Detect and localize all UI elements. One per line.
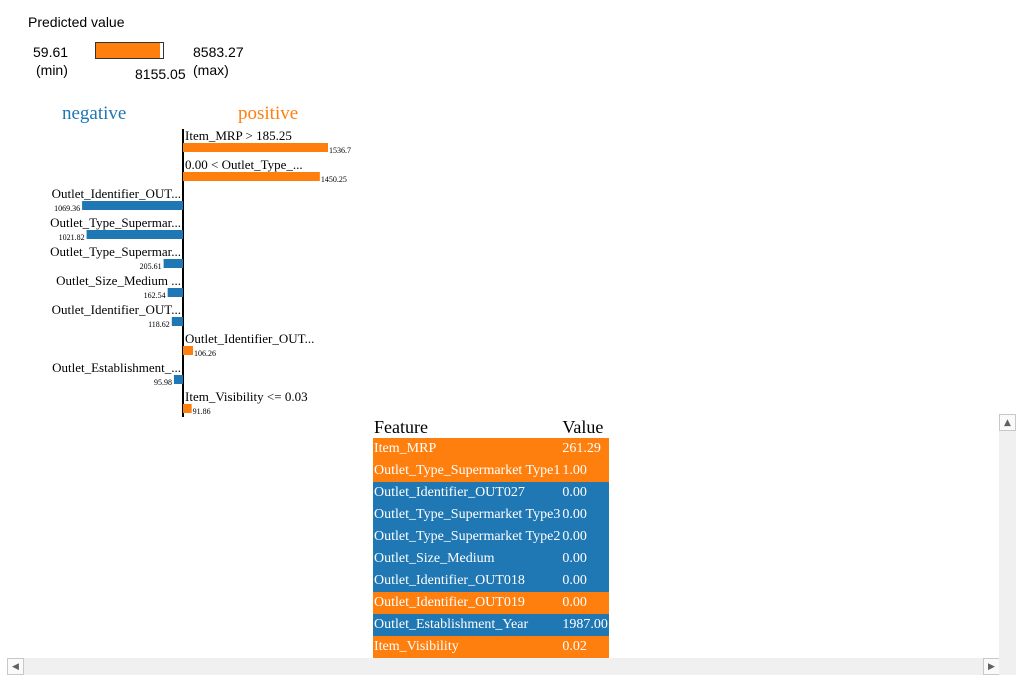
table-row: Outlet_Establishment_Year 1987.00 <box>373 614 609 636</box>
contribution-bar <box>82 201 183 210</box>
predicted-value-title: Predicted value <box>28 14 125 30</box>
predicted-value-bar <box>95 42 164 59</box>
value-cell: 0.00 <box>561 570 609 592</box>
feature-cell: Item_Visibility <box>373 636 562 658</box>
table-row: Outlet_Identifier_OUT027 0.00 <box>373 482 609 504</box>
feature-cell: Outlet_Type_Supermarket Type1 <box>373 460 562 482</box>
bar-value-label: 106.26 <box>194 349 216 358</box>
bar-value-label: 205.61 <box>140 262 162 271</box>
table-header-row: Feature Value <box>373 416 609 438</box>
positive-label: positive <box>238 103 299 124</box>
bar-feature-label: 0.00 < Outlet_Type_... <box>185 157 303 172</box>
value-cell: 261.29 <box>561 438 609 460</box>
vertical-scrollbar[interactable]: ▲ <box>999 414 1016 658</box>
feature-cell: Outlet_Identifier_OUT019 <box>373 592 562 614</box>
contribution-bar <box>167 288 183 297</box>
bar-feature-label: Item_Visibility <= 0.03 <box>185 389 308 404</box>
bar-feature-label: Outlet_Type_Supermar... <box>50 215 181 230</box>
bar-feature-label: Outlet_Establishment_... <box>52 360 181 375</box>
contribution-bar <box>183 172 320 181</box>
bar-value-label: 118.62 <box>148 320 170 329</box>
predicted-value: 8155.05 <box>135 66 186 82</box>
feature-cell: Outlet_Establishment_Year <box>373 614 562 636</box>
predicted-max-value: 8583.27 <box>193 44 244 60</box>
table-row: Outlet_Identifier_OUT018 0.00 <box>373 570 609 592</box>
bar-feature-label: Item_MRP > 185.25 <box>185 128 292 143</box>
contribution-bar <box>171 317 183 326</box>
contribution-bar <box>183 404 192 413</box>
feature-cell: Outlet_Identifier_OUT018 <box>373 570 562 592</box>
bar-feature-label: Outlet_Size_Medium ... <box>56 273 181 288</box>
predicted-max-label: (max) <box>193 62 229 78</box>
contribution-bar <box>163 259 183 268</box>
contribution-bar <box>183 346 194 355</box>
value-column-header: Value <box>561 416 609 438</box>
table-row: Outlet_Type_Supermarket Type1 1.00 <box>373 460 609 482</box>
bar-value-label: 162.54 <box>144 291 166 300</box>
value-cell: 1.00 <box>561 460 609 482</box>
value-cell: 0.00 <box>561 592 609 614</box>
arrow-up-icon[interactable]: ▲ <box>999 414 1016 431</box>
table-row: Item_Visibility 0.02 <box>373 636 609 658</box>
contribution-chart: Item_MRP > 185.25 1536.7 0.00 < Outlet_Typ… <box>50 128 351 417</box>
negative-label: negative <box>62 103 127 124</box>
predicted-min-value: 59.61 <box>33 44 69 60</box>
bar-feature-label: Outlet_Identifier_OUT... <box>52 302 181 317</box>
value-cell: 0.02 <box>561 636 609 658</box>
table-row: Outlet_Size_Medium 0.00 <box>373 548 609 570</box>
bar-value-label: 91.86 <box>193 407 211 416</box>
value-cell: 0.00 <box>561 504 609 526</box>
table-row: Outlet_Identifier_OUT019 0.00 <box>373 592 609 614</box>
value-cell: 0.00 <box>561 526 609 548</box>
contribution-bar <box>183 143 328 152</box>
feature-cell: Item_MRP <box>373 438 562 460</box>
scrollbar-corner <box>999 658 1016 675</box>
bar-feature-label: Outlet_Type_Supermar... <box>50 244 181 259</box>
feature-cell: Outlet_Size_Medium <box>373 548 562 570</box>
bar-feature-label: Outlet_Identifier_OUT... <box>185 331 314 346</box>
value-cell: 0.00 <box>561 482 609 504</box>
arrow-left-icon[interactable]: ◀ <box>7 658 24 675</box>
bar-value-label: 1450.25 <box>321 175 347 184</box>
bar-feature-label: Outlet_Identifier_OUT... <box>52 186 181 201</box>
bar-value-label: 1021.82 <box>59 233 85 242</box>
feature-value-table: Feature Value Item_MRP 261.29 Outlet_Type_… <box>373 416 609 658</box>
feature-cell: Outlet_Type_Supermarket Type2 <box>373 526 562 548</box>
feature-column-header: Feature <box>373 416 562 438</box>
bar-value-label: 1069.36 <box>54 204 80 213</box>
horizontal-scrollbar[interactable]: ◀ ▶ <box>7 658 1000 675</box>
arrow-right-icon[interactable]: ▶ <box>983 658 1000 675</box>
predicted-min-label: (min) <box>36 62 68 78</box>
value-cell: 0.00 <box>561 548 609 570</box>
table-row: Outlet_Type_Supermarket Type3 0.00 <box>373 504 609 526</box>
table-row: Item_MRP 261.29 <box>373 438 609 460</box>
contribution-bar <box>86 230 183 239</box>
feature-cell: Outlet_Type_Supermarket Type3 <box>373 504 562 526</box>
table-row: Outlet_Type_Supermarket Type2 0.00 <box>373 526 609 548</box>
predicted-value-bar-fill <box>96 43 160 58</box>
value-cell: 1987.00 <box>561 614 609 636</box>
bar-value-label: 1536.7 <box>329 146 351 155</box>
contribution-bar <box>173 375 183 384</box>
feature-cell: Outlet_Identifier_OUT027 <box>373 482 562 504</box>
bar-value-label: 95.98 <box>154 378 172 387</box>
